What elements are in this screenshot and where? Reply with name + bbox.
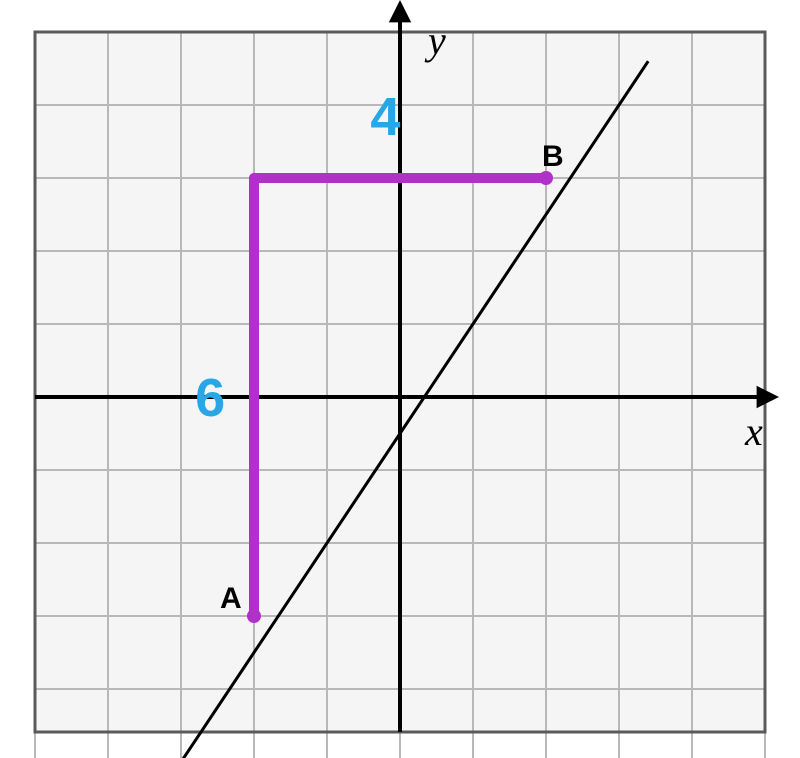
y-axis-label: y — [424, 18, 446, 63]
point-label-B: B — [542, 140, 564, 173]
run-annotation: 4 — [370, 87, 400, 147]
x-axis-label: x — [744, 409, 763, 454]
chart-svg: x y A B 6 4 — [0, 0, 800, 758]
point-label-A: A — [220, 582, 242, 615]
coordinate-grid-chart: x y A B 6 4 — [0, 0, 800, 758]
point-A — [247, 609, 261, 623]
rise-annotation: 6 — [195, 368, 225, 428]
point-B — [539, 171, 553, 185]
